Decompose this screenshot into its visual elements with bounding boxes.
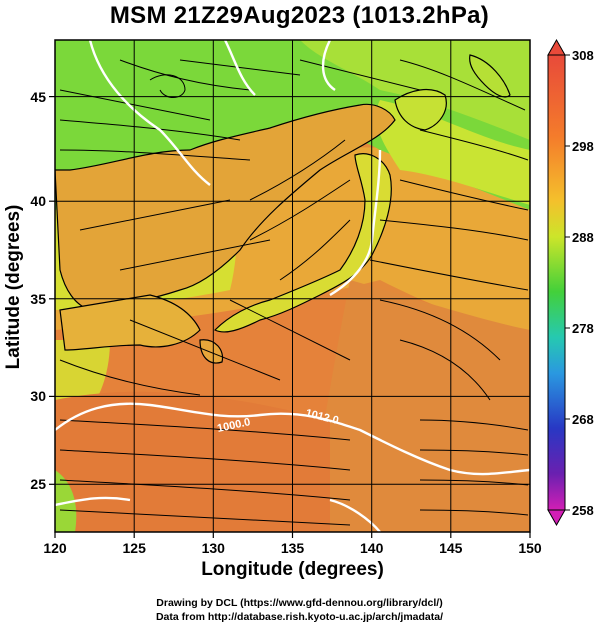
y-tick-label: 40 <box>30 193 46 209</box>
x-tick-label: 130 <box>202 540 226 556</box>
x-tick-label: 120 <box>43 540 67 556</box>
tick-marks <box>49 95 531 538</box>
colorbar-gradient <box>547 54 566 511</box>
colorbar-label: 278 <box>572 321 594 336</box>
x-tick-label: 125 <box>123 540 147 556</box>
y-tick-labels: 25 30 35 40 45 <box>30 89 46 492</box>
colorbar-top-arrow <box>547 38 566 56</box>
colorbar: 308 298 288 278 268 258 <box>547 38 594 527</box>
y-tick-label: 45 <box>30 89 46 105</box>
chart-title: MSM 21Z29Aug2023 (1013.2hPa) <box>109 2 490 29</box>
x-tick-labels: 120 125 130 135 140 145 150 <box>43 540 542 556</box>
y-tick-label: 35 <box>30 291 46 307</box>
grid <box>55 40 530 532</box>
x-tick-label: 140 <box>360 540 384 556</box>
coastline <box>55 54 511 364</box>
y-tick-label: 30 <box>30 388 46 404</box>
credit-drawing: Drawing by DCL (https://www.gfd-dennou.o… <box>156 597 443 609</box>
streamlines <box>59 59 529 526</box>
colorbar-label: 288 <box>572 230 594 245</box>
x-tick-label: 145 <box>439 540 463 556</box>
x-tick-label: 150 <box>518 540 542 556</box>
x-tick-label: 135 <box>281 540 305 556</box>
colorbar-label: 298 <box>572 139 594 154</box>
colorbar-label: 268 <box>572 412 594 427</box>
colorbar-bottom-arrow <box>547 509 566 527</box>
x-axis-title: Longitude (degrees) <box>201 559 384 580</box>
colorbar-label: 308 <box>572 48 594 63</box>
colorbar-label: 258 <box>572 503 594 518</box>
y-axis-title: Latitude (degrees) <box>3 204 24 370</box>
credit-data: Data from http://database.rish.kyoto-u.a… <box>155 611 444 623</box>
y-tick-label: 25 <box>30 476 46 492</box>
